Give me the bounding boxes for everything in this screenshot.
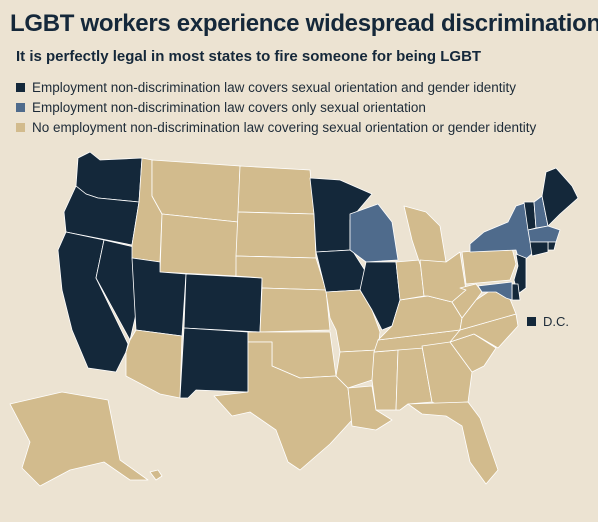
state-az xyxy=(125,329,183,399)
state-nd xyxy=(237,165,315,215)
state-ar xyxy=(335,349,379,389)
state-co xyxy=(183,273,263,333)
state-mt xyxy=(151,159,241,223)
state-in xyxy=(395,259,425,301)
legend-label-none: No employment non-discrimination law cov… xyxy=(32,119,537,135)
state-md xyxy=(477,281,513,301)
legend-swatch-orientation-only xyxy=(16,102,25,112)
state-wv xyxy=(451,283,483,319)
state-ri xyxy=(547,241,557,251)
legend-label-full: Employment non-discrimination law covers… xyxy=(32,79,517,95)
state-ks xyxy=(259,287,331,333)
state-me xyxy=(541,167,579,227)
state-la xyxy=(347,385,393,431)
legend-item-full: Employment non-discrimination law covers… xyxy=(16,77,536,97)
state-pa xyxy=(461,247,517,285)
state-nm xyxy=(179,327,249,399)
page-title: LGBT workers experience widespread discr… xyxy=(10,10,598,37)
state-ma xyxy=(527,225,561,243)
legend-item-none: No employment non-discrimination law cov… xyxy=(16,117,536,137)
legend-item-orientation-only: Employment non-discrimination law covers… xyxy=(16,97,536,117)
legend: Employment non-discrimination law covers… xyxy=(16,77,536,137)
dc-legend: D.C. xyxy=(527,314,569,329)
legend-label-orientation-only: Employment non-discrimination law covers… xyxy=(32,99,426,115)
dc-swatch xyxy=(527,317,536,326)
state-hi xyxy=(149,469,163,481)
state-wy xyxy=(159,213,239,277)
state-fl xyxy=(407,401,499,485)
state-ct xyxy=(529,241,549,257)
state-tx xyxy=(213,341,353,471)
legend-swatch-full xyxy=(16,82,25,92)
dc-label: D.C. xyxy=(543,314,569,329)
state-mi xyxy=(403,205,447,265)
state-ms xyxy=(371,349,399,411)
legend-swatch-none xyxy=(16,122,25,132)
state-sd xyxy=(235,211,317,259)
state-wi xyxy=(349,203,399,263)
state-ak xyxy=(9,391,149,487)
page-subtitle: It is perfectly legal in most states to … xyxy=(16,48,482,65)
